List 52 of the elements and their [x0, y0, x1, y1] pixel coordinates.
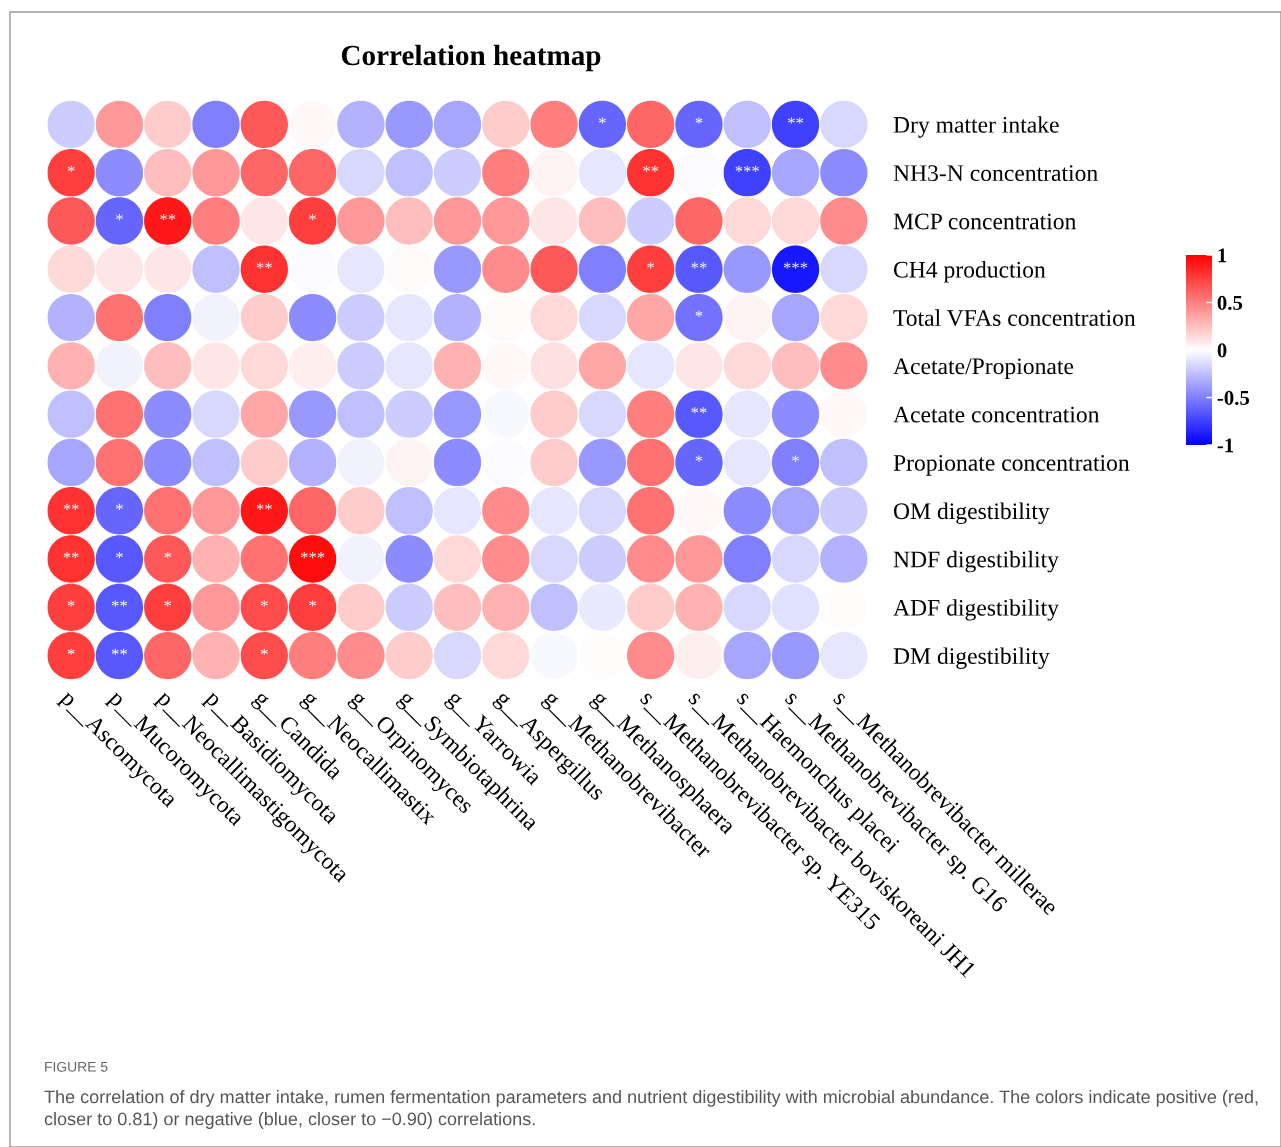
- data-label: **: [160, 214, 176, 221]
- y-tick-label: Acetate concentration: [893, 406, 1100, 423]
- data-label: **: [256, 503, 272, 510]
- data-label: *: [67, 165, 75, 172]
- data-label: **: [63, 552, 79, 559]
- y-tick-label: NH3-N concentration: [893, 165, 1098, 182]
- data-label: *: [116, 552, 123, 559]
- data-label: *: [260, 600, 268, 607]
- chart-title: Correlation heatmap: [341, 44, 601, 72]
- data-label: *: [309, 214, 316, 221]
- data-label: *: [164, 600, 172, 607]
- color-bar-label: 0: [1217, 343, 1227, 358]
- data-label: *: [695, 455, 703, 462]
- y-tick-label: ADF digestibility: [893, 599, 1059, 621]
- y-tick-label: Acetate/Propionate: [893, 358, 1074, 380]
- data-label: ***: [300, 552, 325, 559]
- y-tick-label: MCP concentration: [893, 213, 1077, 230]
- data-label: *: [67, 648, 75, 655]
- data-label: **: [691, 407, 707, 414]
- color-bar-label: -1: [1217, 438, 1234, 453]
- data-label: ***: [783, 262, 808, 269]
- data-label: *: [695, 117, 703, 124]
- data-label: **: [691, 262, 707, 269]
- data-label: *: [792, 455, 799, 462]
- data-label: *: [164, 552, 172, 559]
- data-label: *: [647, 262, 655, 269]
- data-label: *: [309, 600, 316, 607]
- data-label: **: [111, 648, 127, 655]
- data-label: **: [63, 503, 79, 510]
- data-label: **: [256, 262, 272, 269]
- y-tick-label: DM digestibility: [893, 647, 1050, 669]
- data-label: *: [67, 600, 75, 607]
- data-label: *: [695, 310, 703, 317]
- caption: FIGURE 5: [45, 1061, 108, 1072]
- color-bar-label: 1: [1218, 248, 1227, 263]
- data-label: ***: [735, 165, 759, 172]
- y-tick-label: NDF digestibility: [893, 550, 1059, 573]
- data-label: *: [116, 214, 123, 221]
- data-label: *: [116, 503, 123, 510]
- y-tick-label: CH4 production: [893, 261, 1046, 283]
- y-tick-label: Dry matter intake: [893, 116, 1059, 138]
- data-label: *: [260, 648, 268, 655]
- data-label: **: [643, 165, 659, 172]
- y-tick-label: Propionate concentration: [893, 455, 1130, 476]
- text: The correlation of dry matter intake, rumen fermentation parameters and nutrient digestibility with microbial abundance. The colors indicate positive (red, closer to 0.81) or negative (blue, closer to −0.90) correlations.: [44, 1090, 1258, 1129]
- color-bar-label: 0.5: [1217, 295, 1243, 311]
- data-label: **: [788, 117, 804, 124]
- y-tick-label: OM digestibility: [893, 502, 1050, 525]
- data-label: *: [599, 117, 606, 124]
- data-label: **: [111, 600, 127, 607]
- y-tick-label: Total VFAs concentration: [893, 309, 1136, 327]
- color-bar-label: -0.5: [1217, 390, 1250, 406]
